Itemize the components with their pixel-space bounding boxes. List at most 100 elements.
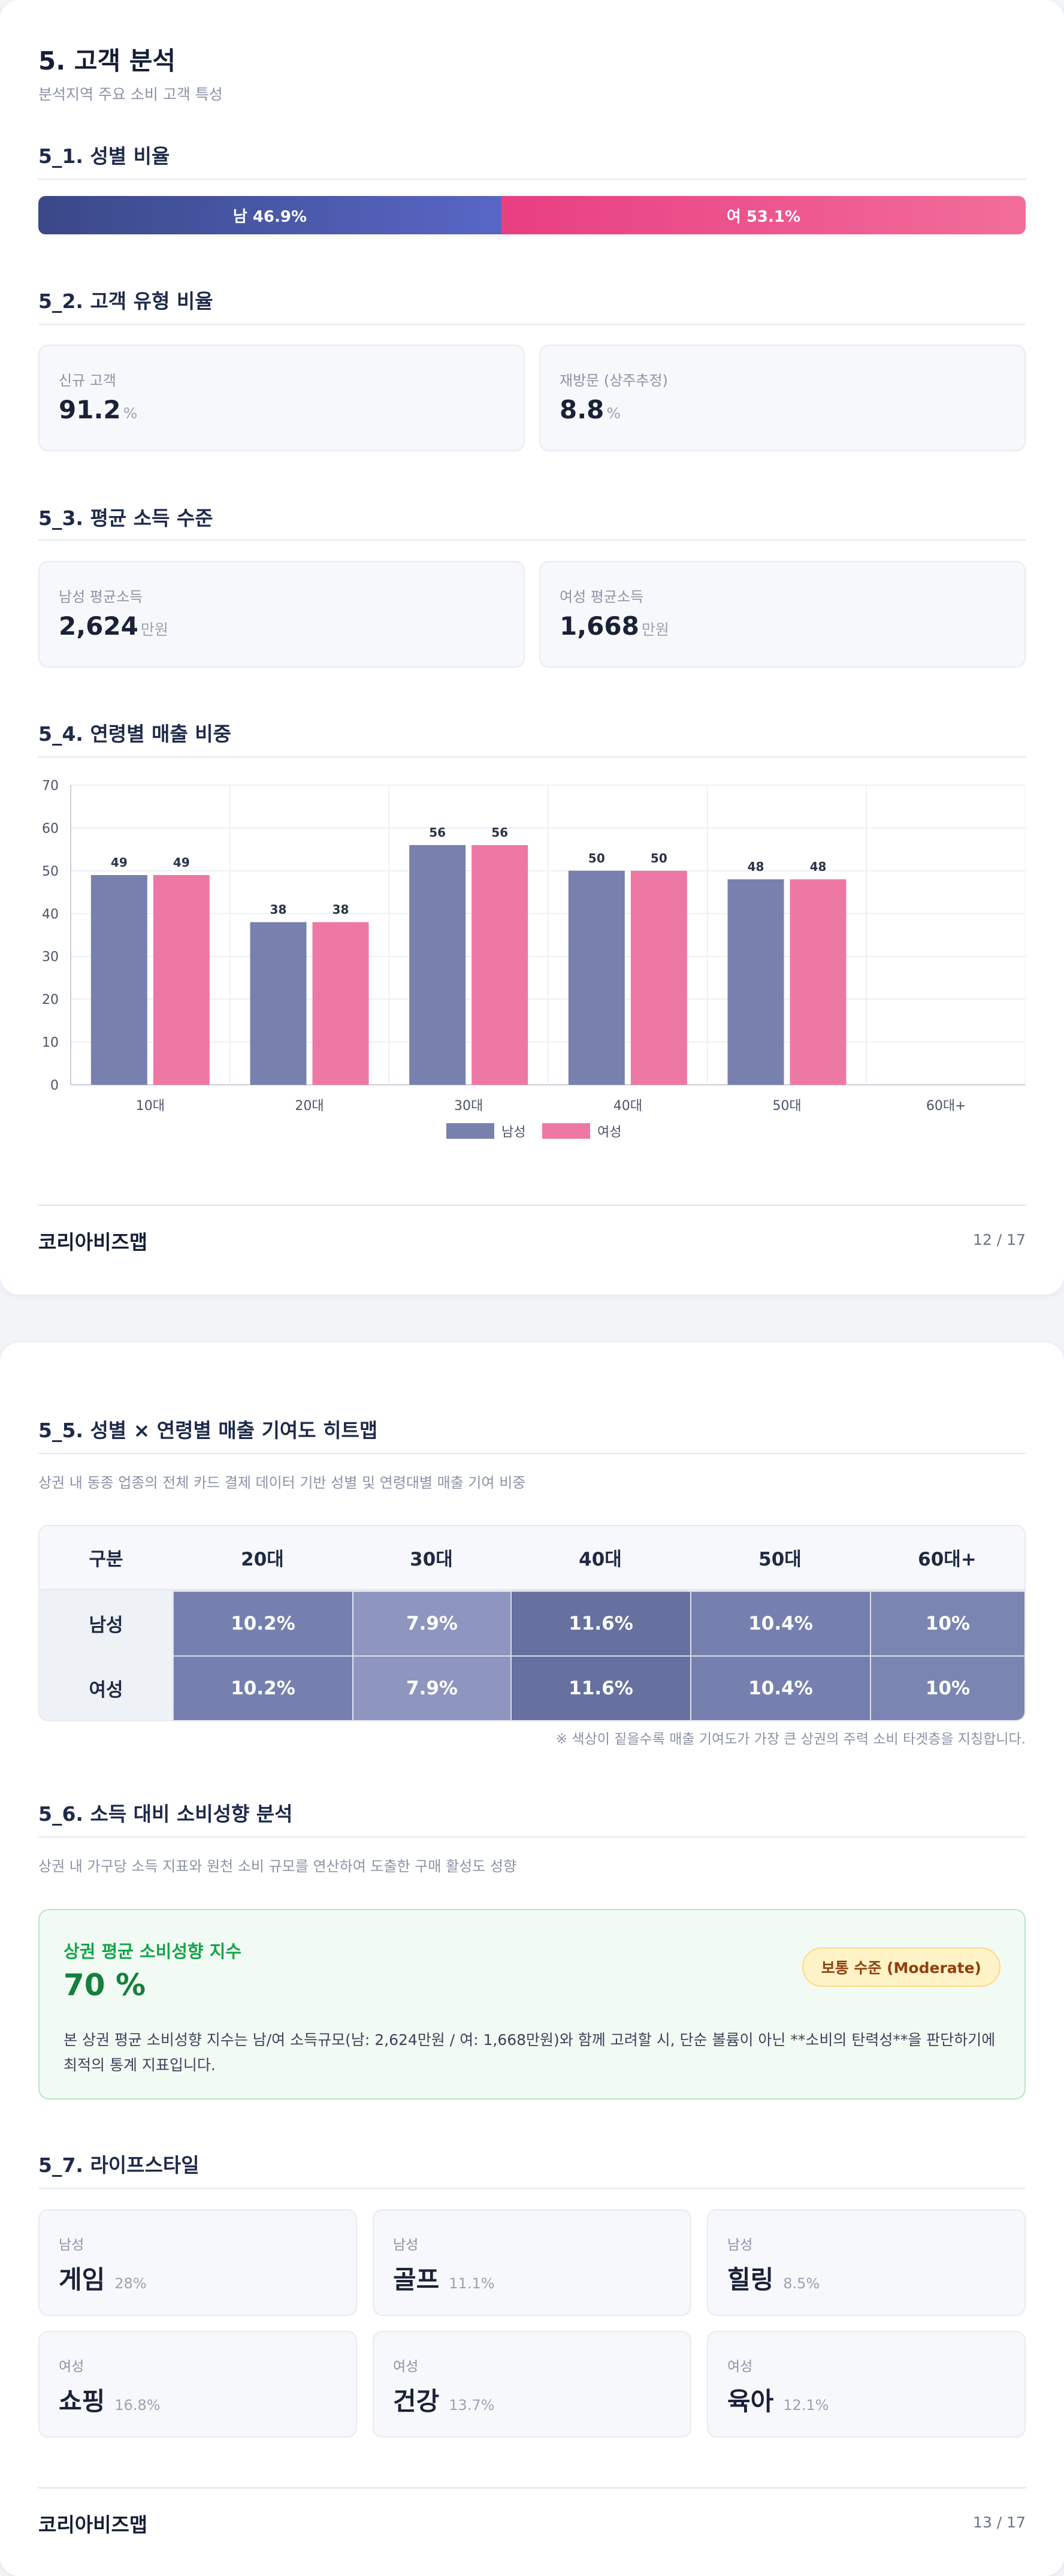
heatmap-cell: 10.2%: [173, 1591, 352, 1655]
page-subtitle: 분석지역 주요 소비 고객 특성: [38, 86, 223, 103]
stat-card-value: 91.2%: [59, 395, 137, 424]
lifestyle-name: 게임: [59, 2265, 105, 2294]
bar-female: [630, 870, 687, 1085]
legend-label: 여성: [597, 1125, 621, 1140]
page-number: 13 / 17: [973, 2514, 1026, 2531]
lifestyle-percent: 11.1%: [449, 2275, 495, 2292]
age-sales-bar-chart: 0 10 20 30 40 50 60 70 10대 49 49 20대 38 38 30대 56 56 40대 5…: [42, 779, 1026, 1140]
divider: [38, 539, 1026, 541]
data-label: 50: [588, 851, 605, 865]
lifestyle-category: 게임 28%: [59, 2260, 147, 2296]
bar-female: [312, 922, 369, 1085]
y-tick-label: 70: [42, 779, 59, 794]
data-label: 49: [111, 855, 128, 870]
lifestyle-category: 힐링 8.5%: [727, 2260, 820, 2296]
y-tick-label: 40: [42, 907, 59, 922]
y-tick-label: 60: [42, 821, 59, 836]
stat-value-unit: %: [123, 405, 138, 422]
section-title-customer-type: 5_2. 고객 유형 비율: [38, 289, 213, 313]
heatmap-cell: 10%: [870, 1655, 1024, 1720]
footer-divider: [38, 1205, 1026, 1206]
lifestyle-gender: 여성: [727, 2359, 753, 2375]
divider: [38, 324, 1026, 325]
lifestyle-card: 여성 쇼핑 16.8%: [38, 2331, 357, 2438]
stat-card-label: 남성 평균소득: [59, 589, 143, 605]
lifestyle-percent: 28%: [114, 2275, 147, 2292]
lifestyle-category: 건강 13.7%: [393, 2381, 495, 2418]
lifestyle-name: 쇼핑: [59, 2387, 105, 2416]
propensity-description: 본 상권 평균 소비성향 지수는 남/여 소득규모(남: 2,624만원 / 여…: [64, 2031, 996, 2074]
footer-brand: 코리아비즈맵: [38, 1230, 148, 1254]
lifestyle-category: 쇼핑 16.8%: [59, 2381, 161, 2418]
gender-bar-male: 남 46.9%: [38, 196, 501, 234]
stat-card-label: 재방문 (상주추정): [560, 372, 668, 389]
divider: [38, 1836, 1026, 1838]
propensity-level-badge: 보통 수준 (Moderate): [802, 1947, 1000, 1987]
lifestyle-category: 육아 12.1%: [727, 2381, 829, 2418]
page-number: 12 / 17: [973, 1231, 1026, 1248]
propensity-index-title: 상권 평균 소비성향 지수: [64, 1941, 242, 1962]
heatmap-header-cell: 60대+: [918, 1549, 977, 1570]
stat-card-male-income: 남성 평균소득 2,624 만원: [38, 561, 525, 668]
gender-age-heatmap: 구분 20대 30대 40대 50대 60대+ 남성 10.2% 7.9% 11…: [38, 1525, 1026, 1721]
section-title-age-sales: 5_4. 연령별 매출 비중: [38, 722, 231, 746]
stat-value-unit: 만원: [140, 621, 168, 638]
heatmap-row-female: 여성 10.2% 7.9% 11.6% 10.4% 10%: [40, 1655, 1024, 1720]
heatmap-row-male: 남성 10.2% 7.9% 11.6% 10.4% 10%: [40, 1591, 1024, 1655]
lifestyle-name: 건강: [393, 2387, 440, 2416]
section-title-propensity: 5_6. 소득 대비 소비성향 분석: [38, 1802, 293, 1826]
heatmap-cell: 10%: [870, 1591, 1024, 1655]
propensity-index-box: 상권 평균 소비성향 지수 70 % 보통 수준 (Moderate) 본 상권…: [38, 1909, 1026, 2100]
heatmap-row-label: 남성: [40, 1591, 173, 1655]
heatmap-row-label: 여성: [40, 1655, 173, 1720]
lifestyle-gender: 남성: [393, 2237, 419, 2253]
lifestyle-gender: 여성: [59, 2359, 84, 2375]
stat-card-returning-customer: 재방문 (상주추정) 8.8%: [539, 345, 1026, 451]
data-label: 49: [173, 855, 190, 870]
legend-label: 남성: [501, 1125, 525, 1140]
x-tick-label: 50대: [772, 1099, 801, 1114]
heatmap-cell: 11.6%: [510, 1591, 690, 1655]
stat-card-female-income: 여성 평균소득 1,668 만원: [539, 561, 1026, 668]
stat-card-new-customer: 신규 고객 91.2%: [38, 345, 525, 451]
gender-ratio-bar: 남 46.9% 여 53.1%: [38, 196, 1026, 234]
bar-male: [409, 845, 466, 1085]
stat-value-number: 1,668: [560, 611, 639, 641]
section-title-lifestyle: 5_7. 라이프스타일: [38, 2153, 200, 2177]
x-tick-label: 20대: [295, 1099, 324, 1114]
data-label: 38: [332, 903, 349, 917]
report-page-13: 5_5. 성별 × 연령별 매출 기여도 히트맵 상권 내 동종 업종의 전체 …: [0, 1343, 1064, 2576]
heatmap-cell: 7.9%: [352, 1655, 510, 1720]
stat-value-unit: %: [606, 405, 621, 422]
heatmap-cell: 10.2%: [173, 1655, 352, 1720]
lifestyle-category: 골프 11.1%: [393, 2260, 495, 2296]
heatmap-cell: 7.9%: [352, 1591, 510, 1655]
divider: [38, 179, 1026, 180]
heatmap-header-cell: 40대: [579, 1549, 622, 1570]
report-page-12: 5. 고객 분석 분석지역 주요 소비 고객 특성 5_1. 성별 비율 남 4…: [0, 0, 1064, 1295]
section-title-gender: 5_1. 성별 비율: [38, 144, 170, 168]
lifestyle-gender: 여성: [393, 2359, 419, 2375]
lifestyle-card: 여성 육아 12.1%: [707, 2331, 1026, 2438]
lifestyle-name: 육아: [727, 2387, 774, 2416]
x-tick-label: 60대+: [926, 1099, 966, 1114]
x-tick-label: 10대: [136, 1099, 165, 1114]
bar-male: [90, 875, 147, 1085]
lifestyle-card: 여성 건강 13.7%: [373, 2331, 691, 2438]
y-tick-label: 0: [50, 1078, 59, 1093]
section-title-income: 5_3. 평균 소득 수준: [38, 506, 213, 530]
page-title: 5. 고객 분석: [38, 46, 176, 76]
heatmap-cell: 11.6%: [510, 1655, 690, 1720]
data-label: 48: [810, 859, 827, 874]
data-label: 56: [491, 825, 508, 840]
heatmap-header-cell: 30대: [410, 1549, 453, 1570]
data-label: 48: [748, 859, 764, 874]
lifestyle-percent: 16.8%: [114, 2397, 161, 2414]
data-label: 50: [651, 851, 667, 865]
lifestyle-percent: 8.5%: [783, 2275, 820, 2292]
lifestyle-gender: 남성: [59, 2237, 84, 2253]
heatmap-header-cell: 50대: [758, 1549, 802, 1570]
gender-bar-female: 여 53.1%: [501, 196, 1026, 234]
stat-value-number: 91.2: [59, 395, 121, 424]
y-tick-label: 10: [42, 1036, 59, 1051]
